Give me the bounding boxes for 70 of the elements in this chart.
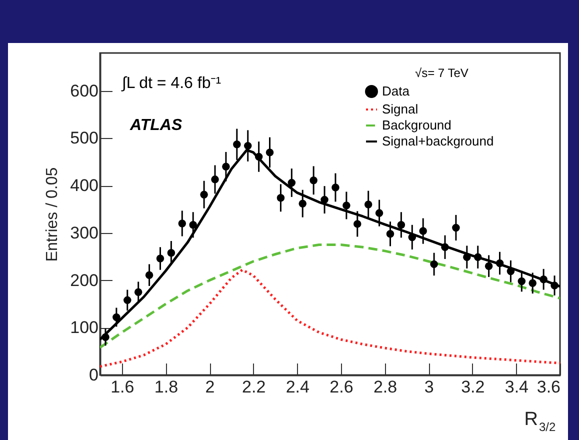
- x-tick-label: 3.6: [536, 378, 560, 396]
- point: [408, 233, 416, 242]
- x-tick-label: 1.6: [110, 378, 134, 396]
- point: [474, 253, 482, 261]
- point: [484, 262, 493, 270]
- point: [430, 260, 438, 268]
- point: [254, 152, 263, 161]
- point: [452, 224, 460, 232]
- x-tick-label: 3.2: [461, 378, 485, 396]
- point: [528, 279, 536, 287]
- point: [354, 220, 362, 228]
- point: [397, 221, 406, 229]
- point: [375, 209, 384, 217]
- y-tick-label: 500: [70, 128, 98, 148]
- y-tick-label: 300: [70, 223, 98, 242]
- point: [233, 140, 241, 148]
- point: [211, 176, 219, 184]
- point: [496, 259, 504, 268]
- y-axis-title: Entries / 0.05: [44, 167, 62, 262]
- point: [332, 184, 340, 192]
- line-series: [100, 244, 560, 349]
- point: [342, 202, 350, 210]
- x-tick-label: 3.4: [504, 378, 529, 396]
- y-tick-label: 0: [89, 366, 98, 384]
- annotation: √s= 7 TeV: [415, 66, 468, 80]
- point: [463, 253, 471, 261]
- point: [441, 243, 449, 252]
- annotation: ∫L dt = 4.6 fb⁻¹: [121, 75, 222, 92]
- point: [266, 148, 274, 156]
- point: [540, 275, 548, 284]
- point: [244, 142, 252, 150]
- x-tick-label: 2.4: [286, 378, 310, 396]
- x-tick-label: 2: [205, 378, 215, 396]
- point: [145, 271, 154, 279]
- point: [288, 178, 296, 187]
- y-tick-label: 100: [70, 318, 98, 338]
- legend-label: Background: [382, 118, 452, 132]
- point: [156, 254, 164, 262]
- y-tick-label: 200: [70, 270, 98, 290]
- y-tick-label: 600: [70, 81, 98, 100]
- point: [320, 196, 328, 204]
- point: [167, 248, 176, 257]
- point: [276, 194, 285, 202]
- legend-label: Data: [382, 84, 410, 98]
- x-tick-label: 2.2: [242, 378, 266, 396]
- point: [124, 296, 132, 304]
- legend-label: Signal: [382, 102, 418, 116]
- x-tick-label: 2.6: [330, 378, 354, 396]
- y-tick-label: 400: [70, 176, 98, 196]
- point: [310, 176, 318, 184]
- point: [419, 227, 427, 235]
- x-tick-label: 2.8: [373, 378, 398, 396]
- point: [102, 333, 110, 341]
- point: [112, 313, 120, 322]
- point: [178, 220, 186, 228]
- point: [518, 277, 526, 286]
- point: [506, 267, 515, 276]
- x-tick-label: 3: [424, 378, 434, 396]
- point: [200, 190, 208, 198]
- point: [298, 200, 306, 208]
- point: [364, 200, 372, 208]
- line-series: [100, 268, 560, 368]
- point: [550, 282, 558, 290]
- point: [222, 162, 230, 171]
- x-tick-label: 1.8: [154, 378, 178, 396]
- annotation: ATLAS: [129, 117, 182, 134]
- point: [134, 288, 142, 296]
- legend-label: Signal+background: [382, 134, 494, 148]
- point: [189, 221, 197, 229]
- point: [386, 230, 394, 238]
